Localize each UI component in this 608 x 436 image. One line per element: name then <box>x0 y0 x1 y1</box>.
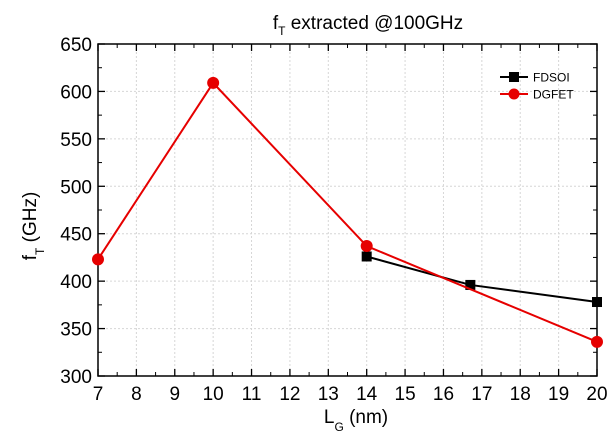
legend-marker-fdsoi <box>509 72 519 82</box>
x-axis-label-rest: (nm) <box>344 407 388 428</box>
y-axis-label-main: f <box>20 254 41 260</box>
x-axis-label-main: L <box>324 407 335 428</box>
series-line-dgfet <box>97 81 598 343</box>
y-tick-labels: 300 350 400 450 500 550 600 650 <box>60 35 92 388</box>
data-point-fdsoi <box>592 297 602 308</box>
x-tick-label: 8 <box>131 384 142 405</box>
x-tick-label: 13 <box>318 384 339 405</box>
y-tick-label: 450 <box>60 225 92 246</box>
x-tick-label: 16 <box>433 384 454 405</box>
series-fdsoi <box>361 251 602 308</box>
y-tick-label: 500 <box>60 177 92 198</box>
grid <box>98 44 597 376</box>
data-point-dgfet <box>360 240 373 253</box>
series-layer <box>92 76 603 348</box>
x-axis-label-subscript: G <box>334 420 343 434</box>
x-tick-label: 19 <box>548 384 569 405</box>
y-axis-label-subscript: T <box>33 247 47 255</box>
x-tick-label: 18 <box>510 384 531 405</box>
legend-marker-dgfet <box>508 88 520 100</box>
series-dgfet <box>92 76 603 348</box>
legend-item-dgfet: DGFET <box>500 88 574 102</box>
x-tick-label: 7 <box>93 384 104 405</box>
legend: FDSOI DGFET <box>500 71 574 102</box>
data-point-dgfet <box>591 335 603 348</box>
x-tick-label: 20 <box>586 384 607 405</box>
data-point-dgfet <box>207 76 220 89</box>
chart-title-subscript: T <box>278 24 286 38</box>
x-tick-label: 15 <box>395 384 416 405</box>
y-axis-label: fT (GHz) <box>20 192 47 261</box>
chart-title-main: f <box>273 13 279 34</box>
x-tick-label: 12 <box>279 384 300 405</box>
y-tick-label: 600 <box>60 82 92 103</box>
x-tick-label: 17 <box>471 384 492 405</box>
data-point-fdsoi <box>465 279 476 290</box>
y-axis-label-rest: (GHz) <box>20 192 41 248</box>
legend-label-dgfet: DGFET <box>533 88 574 102</box>
y-tick-label: 400 <box>60 272 92 293</box>
y-tick-label: 300 <box>60 367 92 388</box>
x-tick-label: 11 <box>242 384 262 405</box>
x-tick-label: 14 <box>356 384 378 405</box>
legend-item-fdsoi: FDSOI <box>500 71 570 85</box>
data-point-dgfet <box>92 253 104 266</box>
chart-title-rest: extracted @100GHz <box>285 13 463 34</box>
chart-title: fT extracted @100GHz <box>273 13 463 38</box>
x-tick-label: 9 <box>169 384 180 405</box>
legend-label-fdsoi: FDSOI <box>533 71 570 85</box>
data-point-fdsoi <box>361 251 372 262</box>
x-axis-label: LG (nm) <box>324 407 388 434</box>
y-tick-label: 650 <box>60 35 92 56</box>
y-tick-label: 350 <box>60 320 92 341</box>
x-tick-labels: 7 8 9 10 11 12 13 14 15 16 17 18 19 20 <box>93 384 608 405</box>
y-tick-label: 550 <box>60 130 92 151</box>
x-tick-label: 10 <box>203 384 224 405</box>
